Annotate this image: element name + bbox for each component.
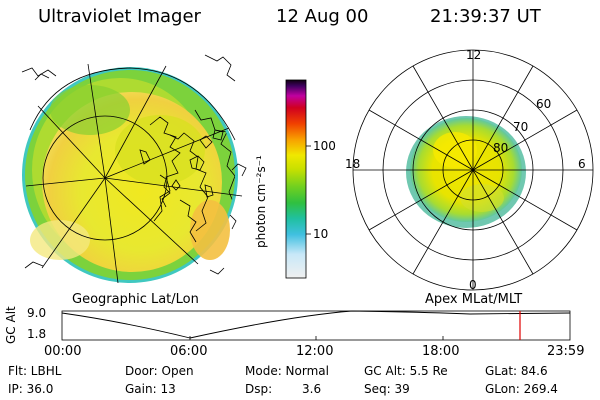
time-tick-0600: 06:00 (170, 344, 208, 359)
lat-label-80: 80 (493, 141, 509, 155)
alt-tick-low: 1.8 (27, 327, 47, 341)
colorbar (285, 79, 311, 279)
filter-info: Flt: LBHL (8, 364, 62, 378)
dsp-label: Dsp: (245, 382, 273, 396)
mlt-label-12: 12 (466, 48, 482, 62)
app-title: Ultraviolet Imager (38, 6, 201, 27)
seq-info: Seq: 39 (364, 382, 410, 396)
lat-label-60: 60 (536, 97, 552, 111)
altitude-plot (61, 310, 571, 341)
time-label: 21:39:37 UT (430, 6, 541, 27)
glat-info: GLat: 84.6 (485, 364, 548, 378)
time-tick-2359: 23:59 (547, 344, 585, 359)
date-label: 12 Aug 00 (276, 6, 369, 27)
mlt-label-0: 0 (469, 278, 477, 292)
glon-info: GLon: 269.4 (485, 382, 558, 396)
time-tick-1800: 18:00 (422, 344, 460, 359)
alt-tick-high: 9.0 (27, 306, 47, 320)
colorbar-tick-10: 10 (313, 227, 329, 241)
door-info: Door: Open (125, 364, 194, 378)
lat-label-70: 70 (513, 120, 529, 134)
colorbar-unit-label: photon cm⁻²s⁻¹ (254, 155, 268, 248)
latlon-grid (25, 63, 243, 284)
time-tick-0000: 00:00 (44, 344, 82, 359)
gc-alt-info: GC Alt: 5.5 Re (364, 364, 448, 378)
polar-plot (352, 49, 594, 291)
dsp-value: 3.6 (302, 382, 322, 396)
ip-info: IP: 36.0 (8, 382, 54, 396)
altitude-axis-title-wrapper: GC Alt (4, 306, 18, 358)
colorbar-tick-100: 100 (313, 139, 336, 153)
geographic-caption: Geographic Lat/Lon (72, 292, 199, 307)
geographic-map (21, 54, 247, 284)
mlt-label-18: 18 (345, 157, 361, 171)
mode-info: Mode: Normal (245, 364, 329, 378)
time-tick-1200: 12:00 (296, 344, 334, 359)
colorbar-unit-wrapper: photon cm⁻²s⁻¹ (254, 155, 274, 268)
mlt-label-6: 6 (578, 157, 586, 171)
apex-caption: Apex MLat/MLT (425, 292, 523, 307)
altitude-axis-title: GC Alt (4, 306, 18, 344)
gain-info: Gain: 13 (125, 382, 176, 396)
outer-coastline (21, 54, 247, 275)
